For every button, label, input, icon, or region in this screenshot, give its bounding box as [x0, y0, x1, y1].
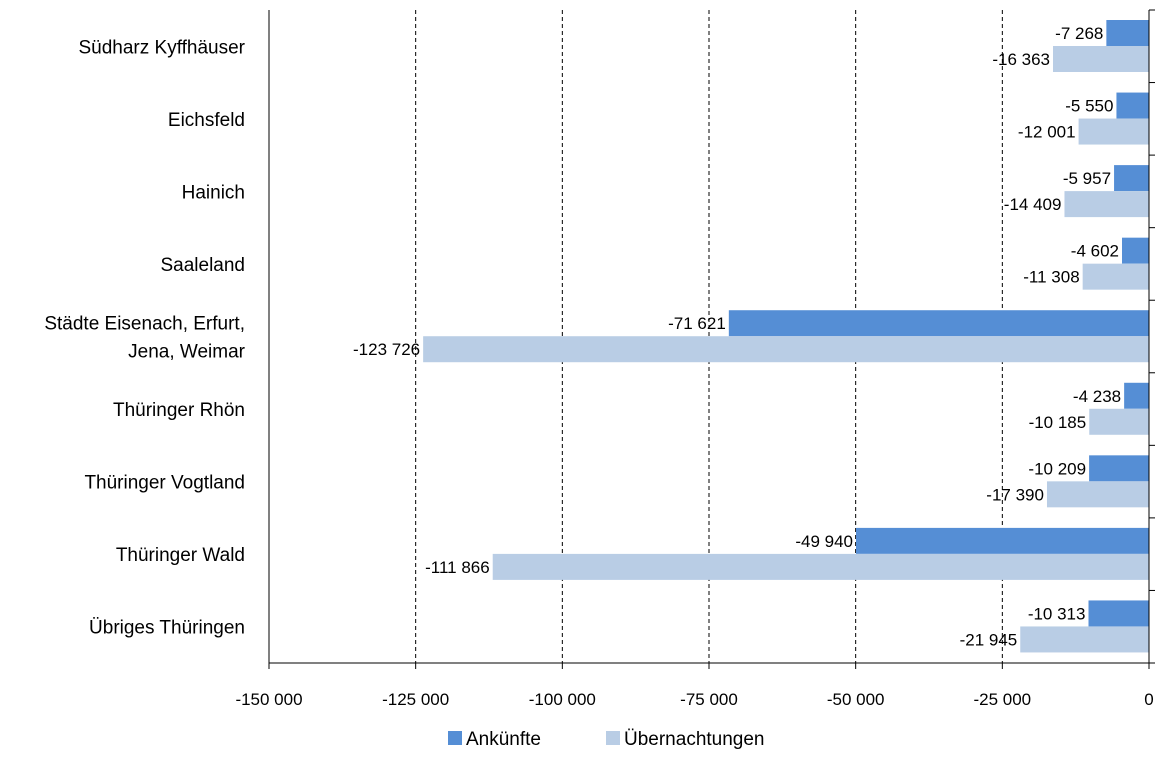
category-label: Hainich: [182, 182, 245, 203]
data-label: -10 185: [1029, 413, 1087, 432]
category-label: Thüringer Vogtland: [84, 473, 245, 494]
x-tick-label: -75 000: [680, 690, 738, 709]
bar-uebernachtungen: [1020, 626, 1149, 653]
legend-swatch-uebernachtungen: [606, 731, 620, 745]
bar-uebernachtungen: [1078, 118, 1149, 145]
x-tick-labels: -150 000 -125 000 -100 000 -75 000 -50 000 -2…: [235, 690, 1153, 709]
category-label: Südharz Kyffhäuser: [78, 37, 245, 58]
data-label: -7 268: [1055, 24, 1103, 43]
bar-uebernachtungen: [423, 336, 1149, 363]
x-tick-label: -100 000: [529, 690, 596, 709]
data-label: -4 238: [1073, 387, 1121, 406]
data-label: -5 550: [1065, 97, 1113, 116]
category-label: Eichsfeld: [168, 110, 245, 131]
bar-ankuenfte: [1088, 600, 1149, 627]
category-label: Saaleland: [160, 255, 245, 276]
legend-label: Übernachtungen: [624, 729, 765, 750]
bar-uebernachtungen: [1082, 263, 1149, 290]
data-label: -4 602: [1071, 242, 1119, 261]
category-label: Thüringer Rhön: [113, 400, 245, 421]
bar-uebernachtungen: [1089, 408, 1149, 435]
bar-ankuenfte: [856, 527, 1149, 554]
data-label: -14 409: [1004, 195, 1062, 214]
data-label: -111 866: [425, 558, 490, 577]
data-label: -49 940: [795, 532, 853, 551]
axes: [268, 9, 1155, 669]
data-label: -16 363: [992, 50, 1050, 69]
x-tick-label: -50 000: [827, 690, 885, 709]
bar-ankuenfte: [1116, 92, 1149, 119]
legend-swatch-ankuenfte: [448, 731, 462, 745]
x-tick-label: 0: [1144, 690, 1153, 709]
data-labels: -7 268 -16 363 -5 550 -12 001 -5 957-14 409 -…: [353, 24, 1121, 649]
gridlines: [415, 10, 1003, 663]
bar-uebernachtungen: [1064, 191, 1149, 218]
category-label: Übriges Thüringen: [89, 618, 245, 639]
bar-ankuenfte: [1106, 20, 1149, 46]
x-tick-label: -125 000: [382, 690, 449, 709]
category-label: Jena, Weimar: [128, 342, 246, 363]
legend-label: Ankünfte: [466, 729, 541, 750]
bar-uebernachtungen: [1053, 46, 1149, 72]
data-label: -11 308: [1023, 268, 1079, 287]
data-label: -5 957: [1063, 169, 1111, 188]
bar-ankuenfte: [1089, 455, 1149, 482]
data-label: -123 726: [353, 340, 420, 359]
category-label: Städte Eisenach, Erfurt,: [44, 314, 245, 335]
data-label: -21 945: [960, 630, 1018, 649]
legend: Ankünfte Übernachtungen: [448, 729, 765, 750]
data-label: -17 390: [986, 485, 1044, 504]
x-tick-label: -150 000: [235, 690, 302, 709]
bar-uebernachtungen: [492, 553, 1149, 580]
bars: [423, 20, 1149, 653]
category-labels: Südharz Kyffhäuser Eichsfeld Hainich Saalel…: [44, 37, 245, 638]
category-label: Thüringer Wald: [116, 545, 245, 566]
x-tick-label: -25 000: [973, 690, 1031, 709]
bar-ankuenfte: [1124, 382, 1149, 409]
data-label: -10 313: [1028, 604, 1086, 623]
data-label: -10 209: [1028, 459, 1086, 478]
data-label: -71 621: [668, 314, 726, 333]
bar-uebernachtungen: [1046, 481, 1149, 508]
bar-ankuenfte: [1114, 165, 1149, 192]
bar-ankuenfte: [728, 310, 1149, 337]
bar-ankuenfte: [1122, 237, 1149, 264]
data-label: -12 001: [1018, 123, 1076, 142]
